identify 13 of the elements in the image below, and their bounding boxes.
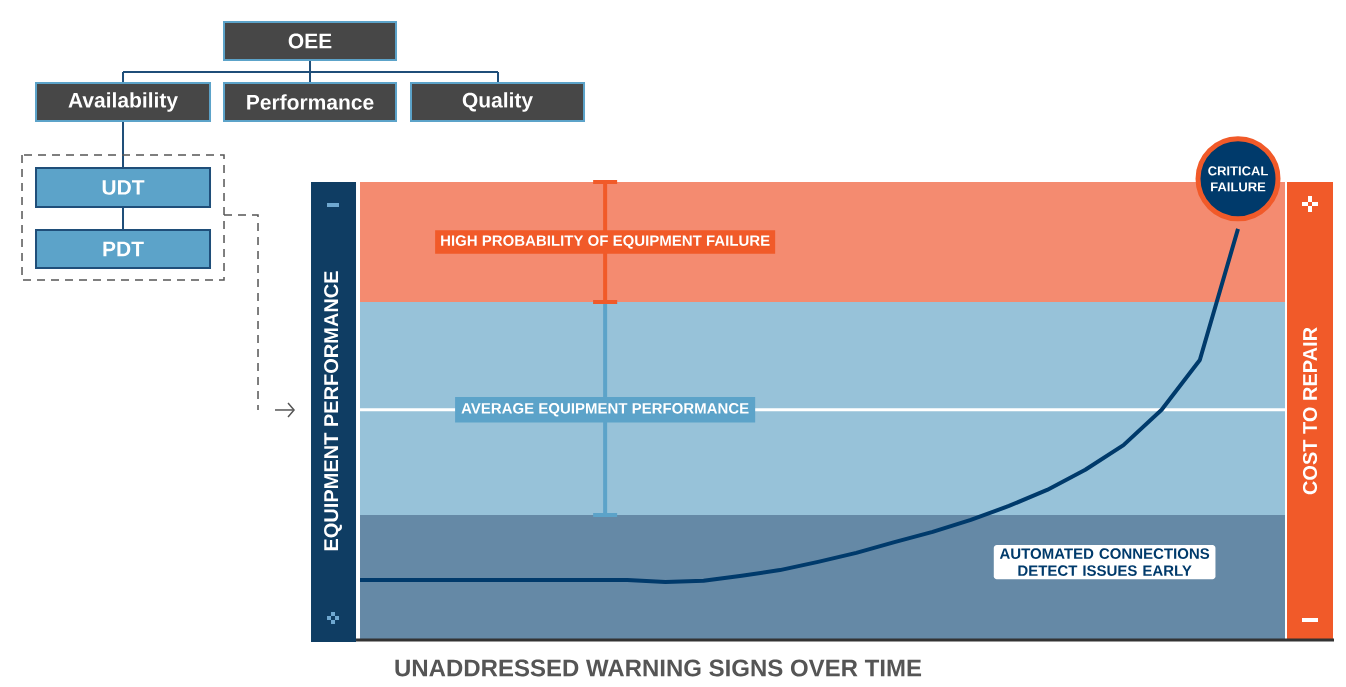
annotation: AUTOMATED CONNECTIONS DETECT ISSUES EARLY <box>999 548 1210 576</box>
x-axis-title: UNADDRESSED WARNING SIGNS OVER TIME <box>395 659 922 677</box>
text: OEE <box>288 33 332 49</box>
text: Quality <box>462 92 533 112</box>
band-label: HIGH PROBABILITY OF EQUIPMENT FAILURE <box>441 235 770 249</box>
ref-line-label: AVERAGE EQUIPMENT PERFORMANCE <box>461 403 749 417</box>
y-axis-title: EQUIPMENT PERFORMANCE <box>324 271 342 551</box>
y2-axis-title: COST TO REPAIR <box>1302 327 1318 495</box>
text: UDT <box>102 180 145 195</box>
text: Performance <box>247 94 374 110</box>
text: Availability <box>68 92 178 112</box>
annotation: CRITICAL FAILURE <box>1208 166 1268 192</box>
text: PDT <box>103 241 144 257</box>
